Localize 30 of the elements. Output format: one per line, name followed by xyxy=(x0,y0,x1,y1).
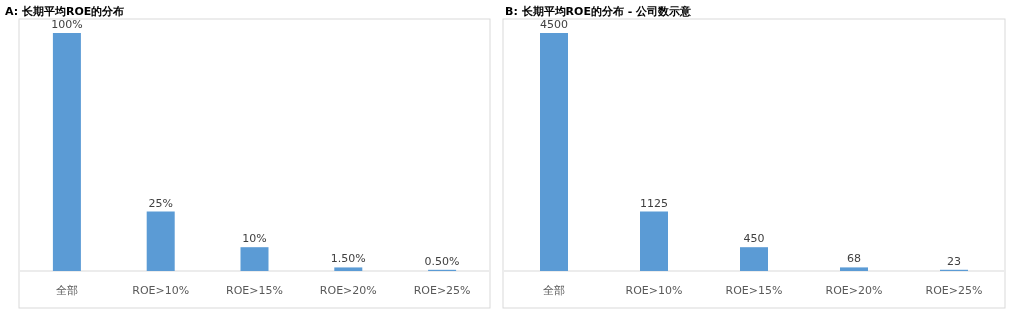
data-label: 450 xyxy=(743,232,765,246)
data-label: 68 xyxy=(847,252,861,266)
x-tick-label: 全部 xyxy=(55,284,78,297)
bar xyxy=(640,211,668,271)
bar xyxy=(52,33,81,271)
x-tick-label: ROE>20% xyxy=(319,284,377,297)
bar xyxy=(740,247,768,271)
x-tick-label: ROE>25% xyxy=(925,284,983,297)
data-label: 23 xyxy=(947,254,961,268)
x-tick-label: ROE>15% xyxy=(226,284,283,297)
bar xyxy=(146,211,175,271)
data-label: 0.50% xyxy=(424,254,460,268)
chart-title: B: 长期平均ROE的分布 - 公司数示意 xyxy=(505,5,693,18)
bar xyxy=(540,33,568,271)
data-label: 1.50% xyxy=(330,252,366,266)
x-tick-label: ROE>10% xyxy=(132,284,190,297)
data-label: 10% xyxy=(242,232,267,246)
x-tick-label: ROE>10% xyxy=(625,284,683,297)
x-tick-label: ROE>15% xyxy=(725,284,783,297)
data-label: 4500 xyxy=(540,18,568,31)
x-tick-label: ROE>25% xyxy=(413,284,471,297)
bar xyxy=(840,267,868,271)
data-label: 25% xyxy=(148,196,173,210)
data-label: 1125 xyxy=(640,196,668,210)
bar xyxy=(334,267,363,271)
data-label: 100% xyxy=(51,18,83,31)
x-tick-label: ROE>20% xyxy=(825,284,883,297)
x-tick-label: 全部 xyxy=(543,284,565,297)
bar xyxy=(240,247,269,271)
chart-title: A: 长期平均ROE的分布 xyxy=(5,5,125,18)
